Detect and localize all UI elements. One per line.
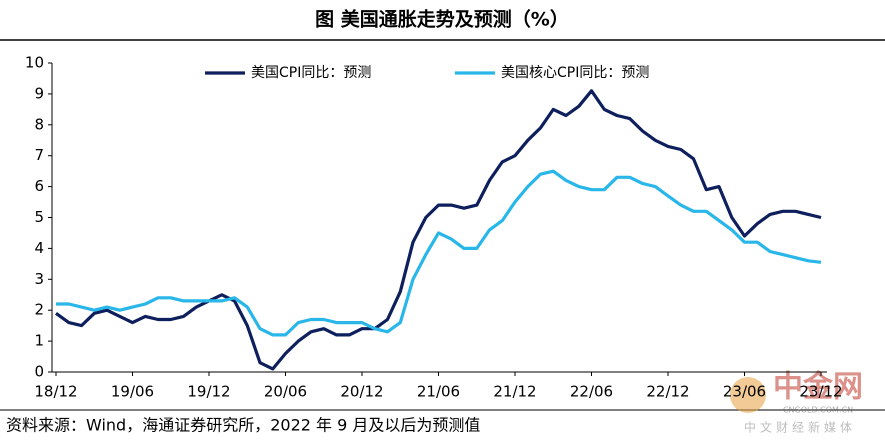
y-tick-label: 0 [34, 363, 44, 381]
watermark-brand: 中金网 [773, 370, 863, 405]
watermark: 中金网 CNGOLD.COM.CN 中文财经新媒体 [730, 370, 863, 435]
x-tick-label: 21/06 [417, 383, 460, 401]
watermark-slogan: 中文财经新媒体 [744, 420, 856, 435]
y-tick-label: 2 [34, 301, 44, 319]
y-tick-label: 7 [34, 146, 44, 164]
watermark-site: CNGOLD.COM.CN [783, 406, 853, 415]
x-tick-label: 21/12 [493, 383, 536, 401]
y-tick-label: 5 [34, 208, 44, 226]
source-note: 资料来源：Wind，海通证券研究所，2022 年 9 月及以后为预测值 [6, 416, 480, 435]
legend-label: 美国核心CPI同比：预测 [501, 65, 649, 81]
y-tick-label: 4 [34, 239, 44, 257]
watermark-logo [730, 377, 766, 413]
x-tick-label: 23/06 [723, 383, 766, 401]
chart-title: 图 美国通胀走势及预测（%） [315, 8, 569, 31]
x-tick-label: 20/12 [340, 383, 383, 401]
y-tick-label: 8 [34, 115, 44, 133]
series-line [55, 89, 822, 371]
x-tick-label: 18/12 [34, 383, 77, 401]
y-tick-label: 1 [34, 332, 44, 350]
series-line [56, 169, 822, 337]
y-tick-label: 3 [34, 270, 44, 288]
x-tick-label: 22/12 [646, 383, 689, 401]
y-tick-label: 10 [25, 54, 44, 72]
x-tick-label: 20/06 [264, 383, 307, 401]
x-tick-label: 22/06 [570, 383, 613, 401]
x-tick-label: 19/06 [111, 383, 154, 401]
x-tick-label: 23/12 [799, 383, 842, 401]
x-tick-label: 19/12 [187, 383, 230, 401]
legend-label: 美国CPI同比：预测 [251, 65, 371, 81]
y-tick-label: 9 [34, 84, 44, 102]
y-tick-label: 6 [34, 177, 44, 195]
